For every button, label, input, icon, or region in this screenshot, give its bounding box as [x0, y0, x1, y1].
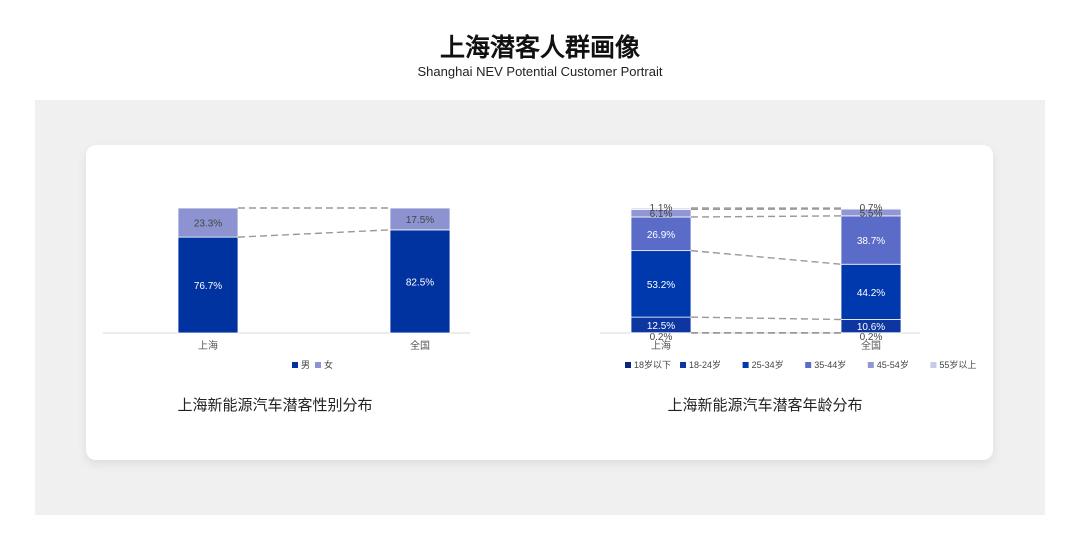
bar-segment	[840, 215, 902, 265]
bar-segment	[389, 207, 451, 231]
bar-segment	[389, 229, 451, 334]
connector-line	[237, 229, 391, 238]
data-label: 1.1%	[650, 203, 673, 214]
data-label: 10.6%	[857, 322, 885, 333]
chart-title: 上海新能源汽车潜客性别分布	[177, 396, 372, 414]
connector-line	[690, 215, 842, 218]
legend-label: 45-54岁	[877, 359, 909, 370]
legend-label: 35-44岁	[814, 359, 846, 370]
legend-swatch	[805, 362, 812, 368]
x-tick-label: 全国	[861, 339, 881, 352]
legend-swatch	[867, 362, 874, 368]
bar-segment	[840, 207, 902, 210]
data-label: 23.3%	[194, 219, 222, 230]
legend-swatch	[742, 362, 749, 368]
legend-swatch	[315, 362, 321, 368]
data-label: 17.5%	[406, 215, 434, 226]
data-label: 5.5%	[860, 208, 883, 219]
legend-swatch	[680, 362, 686, 368]
legend-swatch	[930, 362, 937, 368]
bar-segment	[177, 207, 239, 238]
data-label: 53.2%	[647, 280, 675, 291]
bar-segment	[840, 263, 902, 320]
chart-title: 上海新能源汽车潜客年龄分布	[667, 396, 862, 414]
page-subtitle: Shanghai NEV Potential Customer Portrait	[417, 64, 663, 79]
legend-label: 18-24岁	[689, 359, 721, 370]
data-label: 76.7%	[194, 281, 222, 292]
connector-line	[690, 316, 842, 321]
legend-label: 女	[324, 359, 333, 370]
data-label: 0.2%	[860, 332, 883, 343]
data-label: 12.5%	[647, 321, 675, 332]
legend-label: 25-34岁	[752, 359, 784, 370]
legend-swatch	[292, 362, 298, 368]
legend-label: 18岁以下	[634, 359, 671, 370]
bar-segment	[177, 236, 239, 334]
x-tick-label: 上海	[651, 339, 671, 352]
data-label: 0.2%	[650, 332, 673, 343]
legend-label: 男	[301, 360, 310, 370]
connector-line	[690, 249, 842, 265]
x-tick-label: 全国	[410, 339, 430, 352]
data-label: 26.9%	[647, 230, 675, 241]
data-label: 6.1%	[650, 209, 673, 220]
legend-label: 55岁以上	[939, 359, 976, 370]
data-label: 44.2%	[857, 288, 885, 299]
page-title: 上海潜客人群画像	[439, 33, 640, 62]
x-tick-label: 上海	[198, 339, 218, 352]
data-label: 38.7%	[857, 236, 885, 247]
data-label: 0.7%	[860, 203, 883, 214]
legend-swatch	[625, 362, 631, 368]
data-label: 82.5%	[406, 277, 434, 288]
